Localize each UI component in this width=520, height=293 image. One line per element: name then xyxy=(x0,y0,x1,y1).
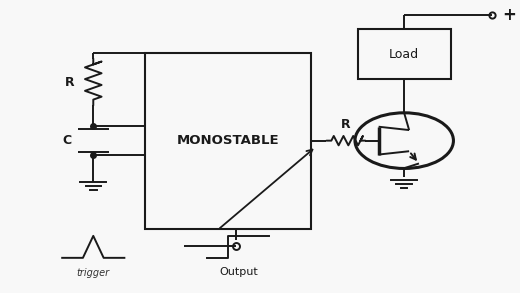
Text: R: R xyxy=(65,76,75,88)
Text: trigger: trigger xyxy=(77,268,110,278)
Text: Output: Output xyxy=(219,267,258,277)
Text: MONOSTABLE: MONOSTABLE xyxy=(177,134,279,147)
Text: R: R xyxy=(341,118,350,131)
Text: C: C xyxy=(63,134,72,147)
Text: +: + xyxy=(503,6,516,24)
Text: Load: Load xyxy=(389,48,419,61)
